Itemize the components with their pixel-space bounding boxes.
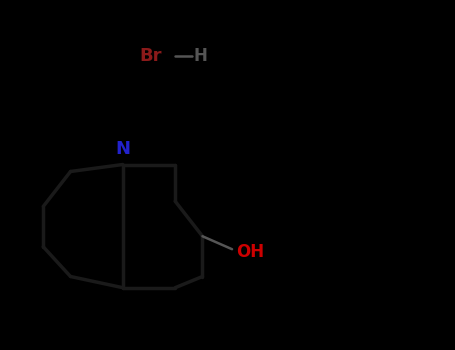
- Text: OH: OH: [237, 243, 265, 261]
- Text: N: N: [116, 140, 130, 158]
- Text: Br: Br: [139, 47, 162, 65]
- Text: H: H: [193, 47, 207, 65]
